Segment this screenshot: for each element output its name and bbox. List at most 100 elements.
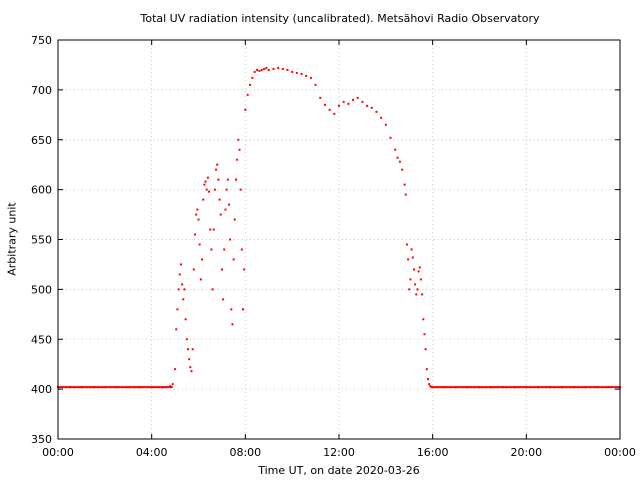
data-point (408, 288, 411, 291)
data-point (260, 68, 263, 71)
data-point (253, 70, 256, 73)
data-point (198, 243, 201, 246)
y-tick-label: 450 (31, 333, 52, 346)
data-point (352, 98, 355, 101)
data-point (342, 100, 345, 103)
data-point (185, 338, 188, 341)
data-point (426, 378, 429, 381)
data-point (370, 106, 373, 109)
data-point (223, 248, 226, 251)
data-point (404, 193, 407, 196)
data-point (231, 323, 234, 326)
data-point (246, 93, 249, 96)
data-point (380, 116, 383, 119)
data-point (281, 67, 284, 70)
data-point (183, 288, 186, 291)
data-point (216, 163, 219, 166)
data-point (208, 190, 211, 193)
data-point (226, 178, 229, 181)
data-point (258, 69, 261, 72)
data-point (175, 328, 178, 331)
data-point (188, 358, 191, 361)
data-point (375, 110, 378, 113)
data-point (422, 318, 425, 321)
y-tick-label: 400 (31, 383, 52, 396)
data-point (210, 248, 213, 251)
x-tick-label: 20:00 (510, 446, 542, 459)
x-tick-label: 00:00 (604, 446, 636, 459)
x-tick-label: 00:00 (42, 446, 74, 459)
data-point (239, 188, 242, 191)
data-point (347, 102, 350, 105)
data-point (171, 383, 174, 386)
data-point (256, 68, 259, 71)
data-point (230, 308, 233, 311)
data-point (222, 298, 225, 301)
data-point (219, 213, 222, 216)
y-tick-label: 700 (31, 84, 52, 97)
data-point (300, 72, 303, 75)
data-point (277, 66, 280, 69)
data-point (229, 238, 232, 241)
data-point (314, 83, 317, 86)
data-point (238, 148, 241, 151)
y-tick-label: 600 (31, 184, 52, 197)
y-tick-label: 550 (31, 234, 52, 247)
data-point (384, 123, 387, 126)
data-point (421, 293, 424, 296)
data-point (218, 198, 221, 201)
data-point (401, 168, 404, 171)
data-point (181, 283, 184, 286)
data-point (263, 67, 266, 70)
data-point (366, 104, 369, 107)
data-point (407, 258, 410, 261)
data-point (295, 71, 298, 74)
data-point (186, 348, 189, 351)
data-point (243, 268, 246, 271)
data-point (410, 248, 413, 251)
data-point (309, 76, 312, 79)
data-point (396, 156, 399, 159)
data-point (403, 183, 406, 186)
data-point (184, 318, 187, 321)
data-point (203, 183, 206, 186)
data-point (196, 208, 199, 211)
x-tick-label: 12:00 (323, 446, 355, 459)
data-point (220, 268, 223, 271)
data-point (240, 248, 243, 251)
data-point (394, 148, 397, 151)
data-point (333, 112, 336, 115)
data-point (215, 168, 218, 171)
data-point (412, 268, 415, 271)
data-point (389, 136, 392, 139)
x-tick-label: 08:00 (229, 446, 261, 459)
data-point (224, 208, 227, 211)
data-point (267, 68, 270, 71)
data-point (236, 158, 239, 161)
data-point (182, 298, 185, 301)
data-point (201, 258, 204, 261)
data-point (416, 288, 419, 291)
data-point (189, 366, 192, 369)
x-axis-label: Time UT, on date 2020-03-26 (258, 464, 420, 477)
y-tick-label: 650 (31, 134, 52, 147)
data-point (411, 256, 414, 259)
data-point (191, 348, 194, 351)
data-point (423, 333, 426, 336)
data-point (217, 178, 220, 181)
data-point (232, 258, 235, 261)
data-point (272, 67, 275, 70)
data-point (192, 268, 195, 271)
data-point (237, 138, 240, 141)
data-point (202, 198, 205, 201)
data-point (414, 283, 417, 286)
data-point (199, 278, 202, 281)
data-point (398, 160, 401, 163)
x-tick-label: 16:00 (417, 446, 449, 459)
data-point (323, 103, 326, 106)
data-point (265, 66, 268, 69)
data-point (338, 104, 340, 107)
data-point (361, 100, 364, 103)
data-point (305, 74, 308, 77)
data-point (174, 368, 177, 371)
